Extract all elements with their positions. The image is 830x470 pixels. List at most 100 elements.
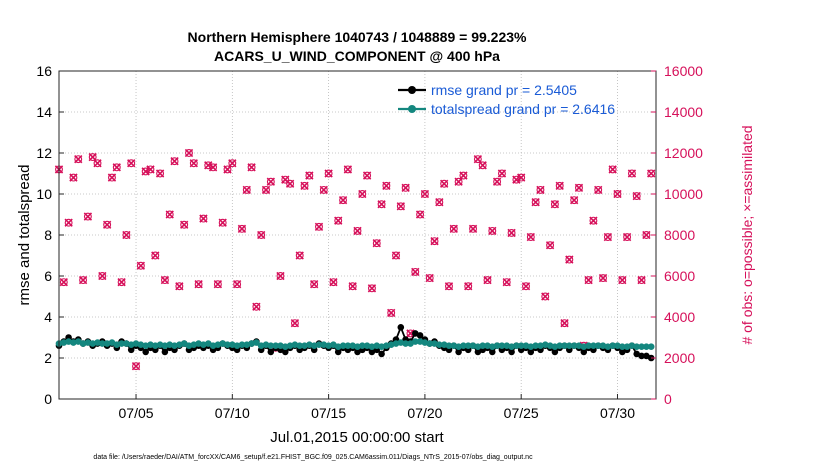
obs-assimilated-marker xyxy=(358,189,367,199)
obs-assimilated-marker xyxy=(165,210,174,219)
obs-possible-marker xyxy=(213,280,222,289)
obs-possible-marker xyxy=(209,163,218,172)
obs-assimilated-marker xyxy=(420,189,430,199)
obs-possible-marker xyxy=(550,200,559,209)
obs-possible-marker xyxy=(502,278,511,287)
obs-assimilated-marker xyxy=(642,230,651,240)
obs-assimilated-marker xyxy=(517,173,526,182)
obs-possible-marker xyxy=(425,274,434,282)
obs-assimilated-marker xyxy=(252,302,261,311)
obs-possible-marker xyxy=(430,237,439,246)
spread-point xyxy=(368,343,376,351)
obs-possible-marker xyxy=(290,319,299,328)
x-tick-label: 07/25 xyxy=(504,405,539,421)
y-right-tick-label: 6000 xyxy=(664,268,695,284)
obs-possible-marker xyxy=(497,169,506,178)
obs-assimilated-marker xyxy=(526,232,535,242)
spread-point xyxy=(253,339,260,346)
x-tick-label: 07/10 xyxy=(215,405,250,421)
obs-possible-marker xyxy=(175,282,184,291)
rmse-point xyxy=(127,346,135,354)
obs-assimilated-marker xyxy=(127,159,136,168)
obs-assimilated-marker xyxy=(136,261,146,270)
obs-assimilated-marker xyxy=(276,271,285,281)
spread-point xyxy=(570,342,578,350)
obs-possible-marker xyxy=(396,202,405,211)
obs-assimilated-marker xyxy=(247,163,256,172)
y-right-tick-label: 0 xyxy=(664,391,672,407)
obs-assimilated-marker xyxy=(430,236,439,246)
obs-possible-marker xyxy=(493,177,502,186)
rmse-point xyxy=(142,348,149,356)
spread-point xyxy=(238,341,246,349)
obs-possible-marker xyxy=(319,185,328,194)
obs-assimilated-marker xyxy=(502,277,511,287)
obs-possible-marker xyxy=(339,196,348,205)
obs-possible-marker xyxy=(464,282,473,291)
rmse-point xyxy=(580,348,588,356)
obs-possible-marker xyxy=(122,231,131,239)
obs-assimilated-marker xyxy=(324,169,333,178)
obs-assimilated-marker xyxy=(425,273,434,283)
obs-assimilated-marker xyxy=(387,308,396,318)
rmse-point xyxy=(508,348,515,356)
obs-possible-marker xyxy=(315,222,323,231)
y-left-tick-label: 8 xyxy=(44,227,52,243)
spread-point xyxy=(118,340,125,347)
obs-possible-marker xyxy=(223,165,232,174)
spread-point xyxy=(633,343,640,351)
obs-possible-marker xyxy=(262,185,270,194)
obs-assimilated-marker xyxy=(362,171,372,180)
obs-possible-marker xyxy=(74,155,83,164)
spread-point xyxy=(359,342,366,350)
obs-assimilated-marker xyxy=(560,318,569,328)
obs-possible-marker xyxy=(526,233,535,242)
obs-assimilated-marker xyxy=(411,267,420,277)
obs-assimilated-marker xyxy=(329,277,338,287)
legend-spread-marker xyxy=(408,105,416,113)
obs-possible-marker xyxy=(560,319,569,328)
obs-assimilated-marker xyxy=(449,224,458,234)
obs-possible-marker xyxy=(392,251,400,260)
obs-possible-marker xyxy=(295,251,304,260)
spread-point xyxy=(233,342,241,350)
obs-possible-marker xyxy=(343,165,352,174)
spread-point xyxy=(339,342,347,350)
x-tick-label: 07/15 xyxy=(311,405,346,421)
obs-possible-marker xyxy=(189,159,198,168)
obs-assimilated-marker xyxy=(603,232,613,242)
obs-possible-marker xyxy=(69,173,78,182)
obs-possible-marker xyxy=(185,149,193,157)
obs-assimilated-marker xyxy=(295,251,304,260)
obs-assimilated-marker xyxy=(117,277,126,287)
spread-point xyxy=(599,342,607,350)
obs-assimilated-marker xyxy=(314,222,324,231)
obs-assimilated-marker xyxy=(204,161,213,170)
obs-assimilated-marker xyxy=(372,239,381,248)
obs-possible-marker xyxy=(623,233,632,242)
rmse-point xyxy=(489,348,496,356)
obs-assimilated-marker xyxy=(199,214,208,223)
obs-possible-marker xyxy=(151,251,160,260)
spread-point xyxy=(464,342,472,350)
obs-assimilated-marker xyxy=(594,185,603,195)
obs-assimilated-marker xyxy=(194,280,203,289)
obs-assimilated-marker xyxy=(175,282,184,291)
obs-possible-marker xyxy=(310,280,319,289)
spread-point xyxy=(647,343,655,351)
spread-point xyxy=(493,342,501,350)
obs-assimilated-marker xyxy=(536,185,545,195)
obs-assimilated-marker xyxy=(627,169,637,178)
spread-point xyxy=(460,342,467,350)
obs-possible-marker xyxy=(127,159,136,168)
obs-assimilated-marker xyxy=(589,216,598,225)
obs-possible-marker xyxy=(531,198,540,207)
rmse-point xyxy=(416,332,424,339)
obs-possible-marker xyxy=(218,218,227,227)
obs-assimilated-marker xyxy=(468,224,478,234)
obs-assimilated-marker xyxy=(632,191,641,201)
spread-point xyxy=(445,342,453,350)
y-right-tick-label: 2000 xyxy=(664,350,695,366)
x-axis-label: Jul.01,2015 00:00:00 start xyxy=(270,429,444,446)
